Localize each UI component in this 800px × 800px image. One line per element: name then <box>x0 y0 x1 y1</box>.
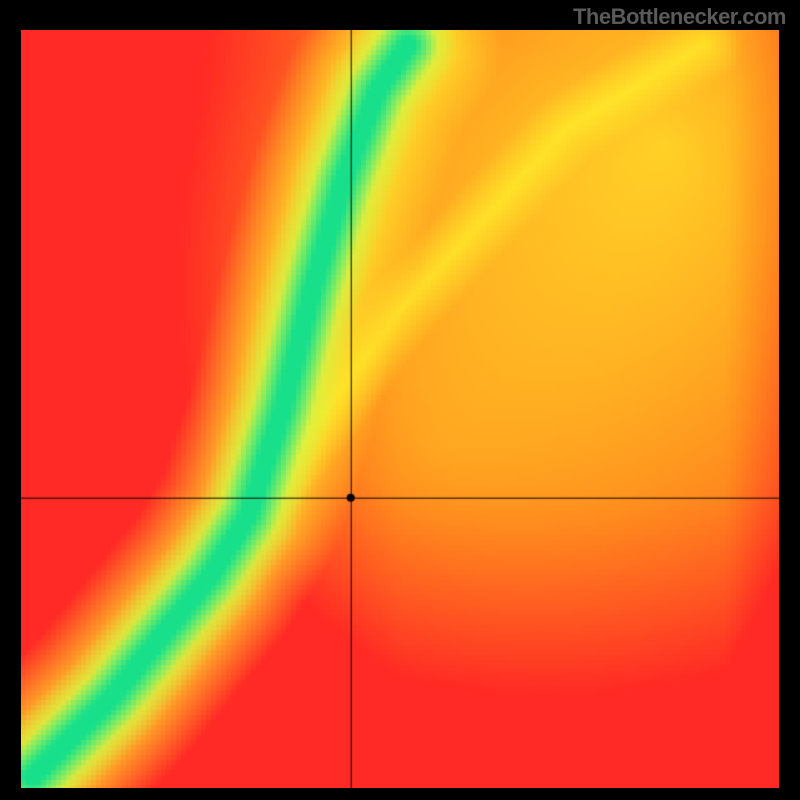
chart-container: TheBottlenecker.com <box>0 0 800 800</box>
watermark-text: TheBottlenecker.com <box>573 4 786 30</box>
heatmap-plot <box>21 30 779 788</box>
heatmap-canvas <box>21 30 779 788</box>
